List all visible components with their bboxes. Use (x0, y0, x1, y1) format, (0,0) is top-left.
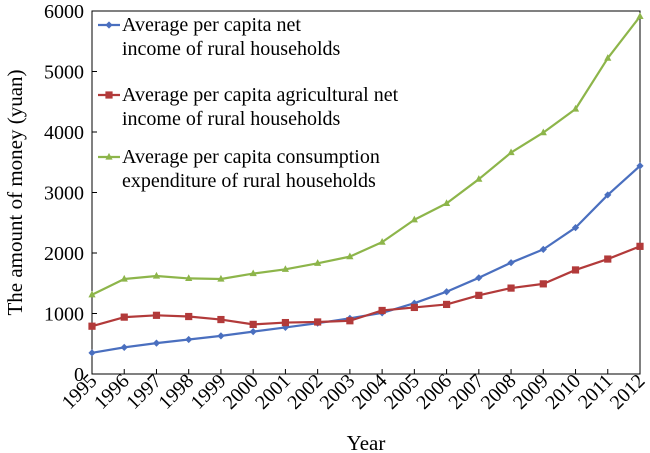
data-point (636, 242, 644, 250)
legend-swatch-marker (105, 21, 113, 29)
data-point (442, 288, 451, 296)
data-point (539, 280, 547, 288)
x-tick-labels: 1995199619971998199920002001200220032004… (58, 369, 650, 414)
legend-label: Average per capita agricultural net (122, 84, 399, 106)
data-point (604, 54, 612, 61)
data-point (475, 274, 483, 282)
plot-frame (91, 10, 641, 375)
data-point (636, 162, 644, 170)
series-line (91, 245, 641, 328)
data-point (475, 175, 483, 182)
y-tick-labels: 0 1000 2000 3000 4000 5000 6000 (44, 1, 97, 386)
series-2 (88, 242, 644, 330)
series-3 (88, 12, 644, 298)
y-tick-label: 0 (74, 364, 84, 386)
data-point (217, 274, 225, 282)
legend-label: expenditure of rural households (122, 170, 376, 192)
data-point (442, 300, 451, 309)
data-point (217, 332, 225, 340)
data-point (281, 265, 290, 272)
data-point (507, 259, 515, 267)
y-tick-label: 5000 (44, 62, 84, 84)
legend-label: income of rural households (122, 38, 340, 60)
data-point (346, 252, 354, 260)
legend-item: Average per capita agricultural netincom… (98, 84, 399, 130)
data-point (249, 328, 257, 336)
legend-label: Average per capita consumption (122, 146, 380, 168)
series-line (91, 15, 641, 296)
data-point (475, 291, 483, 299)
data-point (120, 274, 128, 282)
x-tick-label: 2012 (606, 370, 650, 414)
data-point (378, 238, 386, 245)
data-point (539, 128, 547, 136)
data-point (410, 215, 418, 223)
data-point (571, 266, 580, 274)
legend-label: Average per capita net (122, 14, 301, 36)
data-point (571, 223, 580, 232)
data-point (539, 245, 547, 253)
y-tick-label: 6000 (44, 1, 84, 23)
data-point (571, 104, 580, 112)
data-point (410, 299, 418, 307)
data-point (120, 313, 128, 321)
data-point (249, 320, 257, 328)
x-axis-title: Year (347, 431, 386, 453)
data-point (88, 322, 96, 330)
data-point (88, 349, 96, 357)
data-point (185, 335, 193, 344)
data-point (120, 343, 128, 351)
data-point (442, 199, 451, 206)
series-lines (88, 12, 644, 357)
legend-swatch-marker (105, 91, 113, 99)
y-axis-title: The amount of money (yuan) (3, 69, 27, 315)
data-point (185, 274, 193, 282)
data-point (314, 259, 322, 266)
legend-label: income of rural households (122, 108, 340, 130)
data-point (346, 317, 354, 325)
y-tick-label: 2000 (44, 243, 84, 265)
data-point (378, 306, 386, 315)
axes (91, 10, 641, 375)
data-point (410, 303, 418, 312)
series-line (91, 165, 641, 354)
data-point (281, 318, 290, 327)
data-point (314, 318, 322, 326)
legend-swatch-marker (105, 152, 113, 160)
y-tick-label: 1000 (44, 304, 84, 326)
data-point (281, 323, 290, 332)
y-tick-label: 4000 (44, 122, 84, 144)
data-point (507, 284, 515, 292)
data-point (152, 271, 161, 279)
data-point (152, 311, 161, 319)
data-point (604, 191, 612, 199)
legend-item: Average per capita consumptionexpenditur… (98, 146, 380, 192)
data-point (604, 255, 612, 263)
data-point (217, 315, 225, 324)
data-point (88, 290, 96, 298)
x-tick-label: 2011 (574, 370, 617, 413)
data-point (152, 339, 161, 347)
y-tick-label: 3000 (44, 183, 84, 205)
data-point (507, 148, 515, 156)
data-point (185, 312, 193, 321)
data-point (636, 12, 644, 20)
data-point (249, 269, 257, 277)
